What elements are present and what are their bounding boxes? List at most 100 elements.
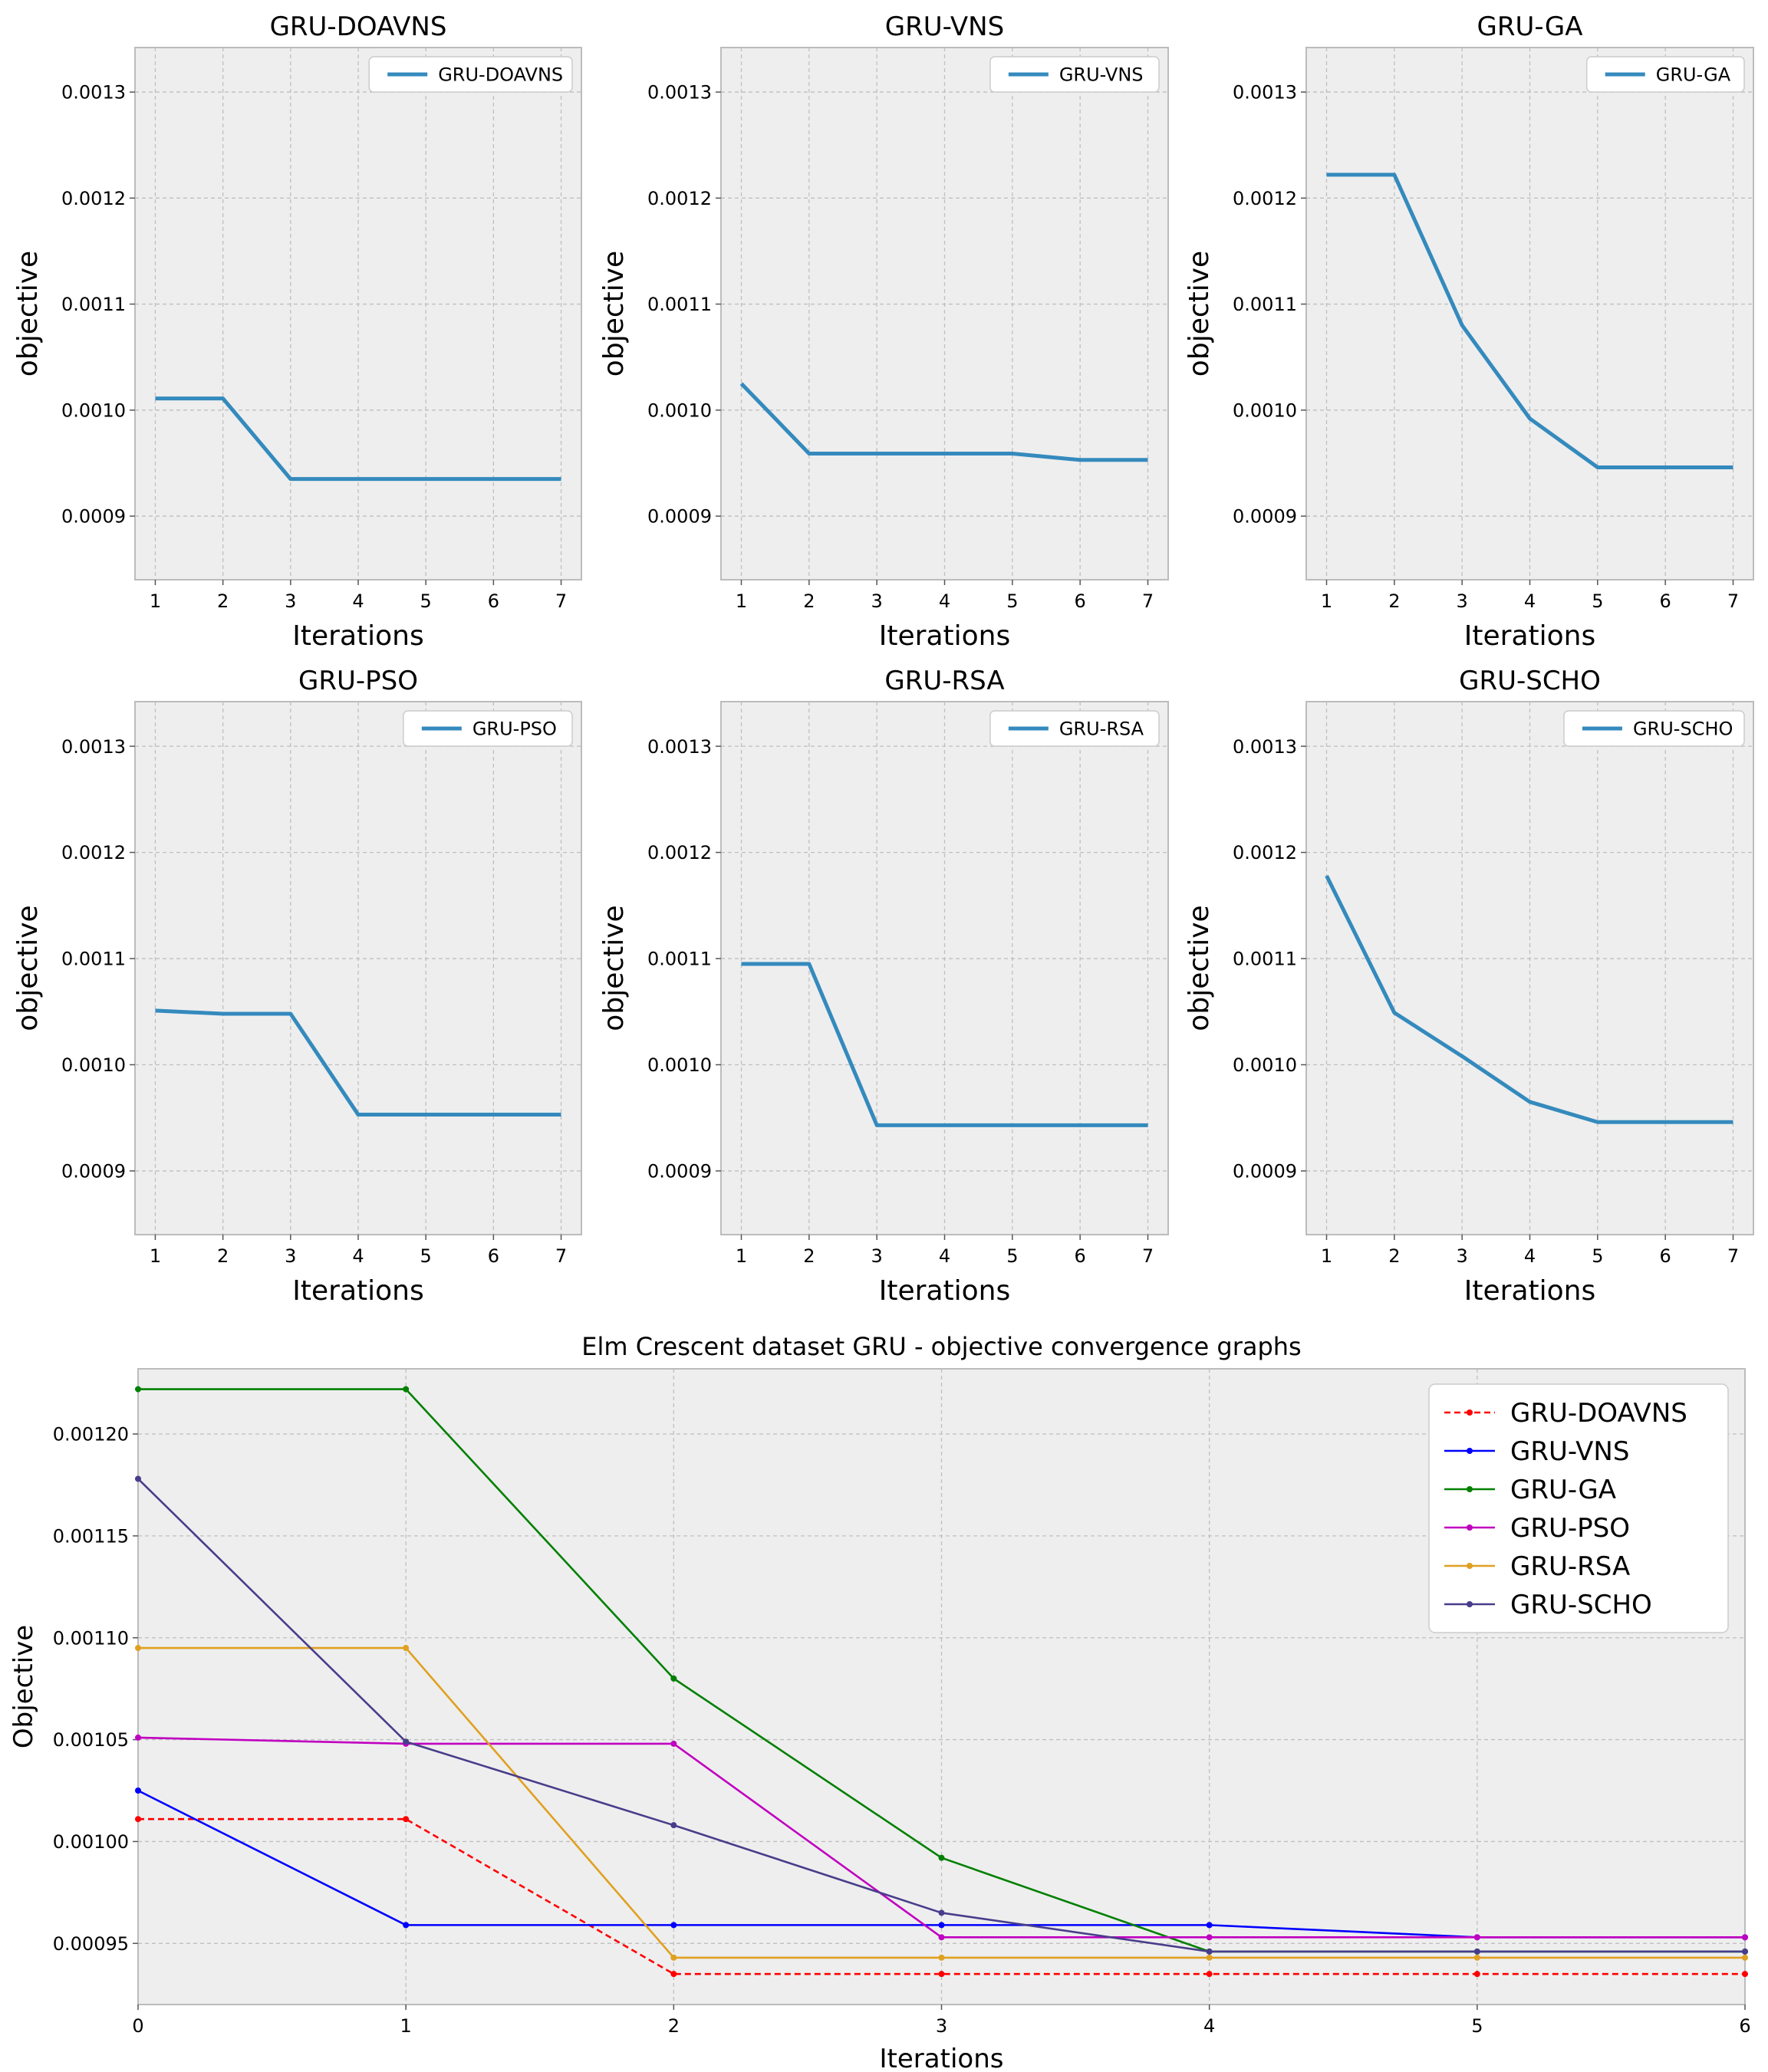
x-tick-label: 7 [1727, 590, 1739, 612]
legend-label: GRU-RSA [1059, 719, 1144, 740]
x-tick-label: 3 [871, 1245, 883, 1267]
y-tick-label: 0.0011 [1233, 949, 1297, 970]
x-tick-label: 6 [1075, 1245, 1086, 1267]
legend-label: GRU-RSA [1510, 1551, 1630, 1582]
legend-label: GRU-PSO [1510, 1513, 1630, 1544]
data-point [1742, 1948, 1748, 1955]
y-tick-label: 0.0009 [61, 1161, 126, 1182]
data-point [403, 1386, 410, 1393]
y-tick-label: 0.0010 [1233, 1054, 1297, 1076]
legend-box [368, 56, 573, 93]
legend-label: GRU-DOAVNS [1510, 1398, 1687, 1429]
data-point [938, 1954, 945, 1961]
data-point [135, 1645, 141, 1652]
y-axis-label: objective [598, 905, 630, 1031]
y-tick-label: 0.0010 [1233, 400, 1297, 421]
plot-area [135, 702, 581, 1235]
y-tick-label: 0.0013 [1233, 82, 1297, 104]
x-tick-label: 2 [803, 1245, 815, 1267]
x-tick-label: 6 [1075, 590, 1086, 612]
data-point [938, 1922, 945, 1929]
legend-label: GRU-VNS [1510, 1436, 1629, 1467]
subplot-2: 1 2 3 4 5 6 7 0.0009 0.0010 0.0011 0.0012 0.0013 GRU… [1184, 12, 1754, 652]
y-tick-label: 0.0011 [647, 294, 712, 315]
y-axis-label: objective [12, 251, 44, 377]
legend-label: GRU-VNS [1059, 64, 1144, 86]
x-tick-label: 7 [1142, 1245, 1154, 1267]
data-point [670, 1954, 677, 1961]
legend-label: GRU-DOAVNS [438, 64, 563, 86]
legend-marker [1467, 1601, 1473, 1607]
legend-box [1563, 710, 1745, 747]
y-tick-label: 0.0011 [647, 949, 712, 970]
subplot-6: 0 1 2 3 4 5 6 0.00095 0.00100 0.00105 0.00110 0.001… [8, 1332, 1751, 2072]
x-tick-label: 4 [1524, 1245, 1536, 1267]
data-point [938, 1971, 945, 1978]
y-axis-label: Objective [8, 1625, 39, 1748]
y-tick-label: 0.0009 [1233, 1161, 1297, 1182]
x-tick-label: 6 [488, 1245, 499, 1267]
x-tick-label: 1 [150, 590, 161, 612]
x-tick-label: 6 [1660, 1245, 1671, 1267]
data-point [938, 1909, 945, 1916]
legend-marker [1467, 1524, 1473, 1531]
series-line [155, 396, 561, 482]
y-tick-label: 0.0011 [1233, 294, 1297, 315]
y-tick-label: 0.0012 [1233, 842, 1297, 863]
x-tick-label: 2 [217, 590, 229, 612]
y-tick-label: 0.00100 [53, 1831, 129, 1853]
x-axis-label: Iterations [880, 2044, 1004, 2072]
legend-marker [1467, 1563, 1473, 1569]
legend-box [989, 56, 1160, 93]
y-tick-label: 0.0011 [61, 294, 126, 315]
x-tick-label: 5 [420, 590, 432, 612]
x-tick-label: 2 [1388, 590, 1400, 612]
x-tick-label: 3 [285, 1245, 296, 1267]
legend-box [1428, 1383, 1729, 1633]
data-point [403, 1816, 410, 1823]
x-tick-label: 1 [1321, 1245, 1332, 1267]
subplot-5: 1 2 3 4 5 6 7 0.0009 0.0010 0.0011 0.0012 0.0013 GRU… [1184, 666, 1754, 1307]
chart-title: GRU-SCHO [1459, 666, 1601, 696]
y-tick-label: 0.00110 [53, 1627, 129, 1649]
x-tick-label: 4 [1203, 2015, 1215, 2037]
x-axis-label: Iterations [879, 620, 1010, 652]
y-axis-label: objective [598, 251, 630, 377]
x-tick-label: 4 [352, 1245, 364, 1267]
data-point [1473, 1971, 1480, 1978]
data-point [938, 1854, 945, 1861]
x-tick-label: 3 [936, 2015, 947, 2037]
data-point [403, 1738, 410, 1745]
y-tick-label: 0.0013 [647, 82, 712, 104]
legend-box [989, 710, 1160, 747]
y-tick-label: 0.0012 [1233, 188, 1297, 209]
legend: GRU-SCHO [1563, 710, 1745, 747]
y-tick-label: 0.0012 [61, 842, 126, 863]
series-line [739, 382, 1148, 462]
legend: GRU-DOAVNS [368, 56, 573, 93]
legend: GRU-GA [1585, 56, 1745, 93]
x-tick-label: 7 [555, 1245, 567, 1267]
data-point [670, 1675, 677, 1682]
x-tick-label: 1 [736, 590, 747, 612]
series-line [741, 962, 1148, 1127]
x-tick-label: 5 [1006, 590, 1018, 612]
legend-label: GRU-GA [1656, 64, 1731, 86]
y-tick-label: 0.0010 [61, 1054, 126, 1076]
x-tick-label: 2 [217, 1245, 229, 1267]
legend-marker [1467, 1448, 1473, 1454]
x-axis-label: Iterations [879, 1275, 1010, 1307]
x-tick-label: 2 [803, 590, 815, 612]
data-point [135, 1788, 141, 1794]
plot-area [721, 702, 1168, 1235]
x-tick-label: 7 [1142, 590, 1154, 612]
legend: GRU-VNS [989, 56, 1160, 93]
y-axis-label: objective [1184, 251, 1215, 377]
legend-label: GRU-GA [1510, 1475, 1616, 1505]
x-tick-label: 6 [1660, 590, 1671, 612]
data-point [1742, 1954, 1748, 1961]
data-point [1206, 1922, 1213, 1929]
chart-title: GRU-DOAVNS [270, 12, 447, 42]
x-tick-label: 4 [939, 590, 950, 612]
data-point [670, 1971, 677, 1978]
